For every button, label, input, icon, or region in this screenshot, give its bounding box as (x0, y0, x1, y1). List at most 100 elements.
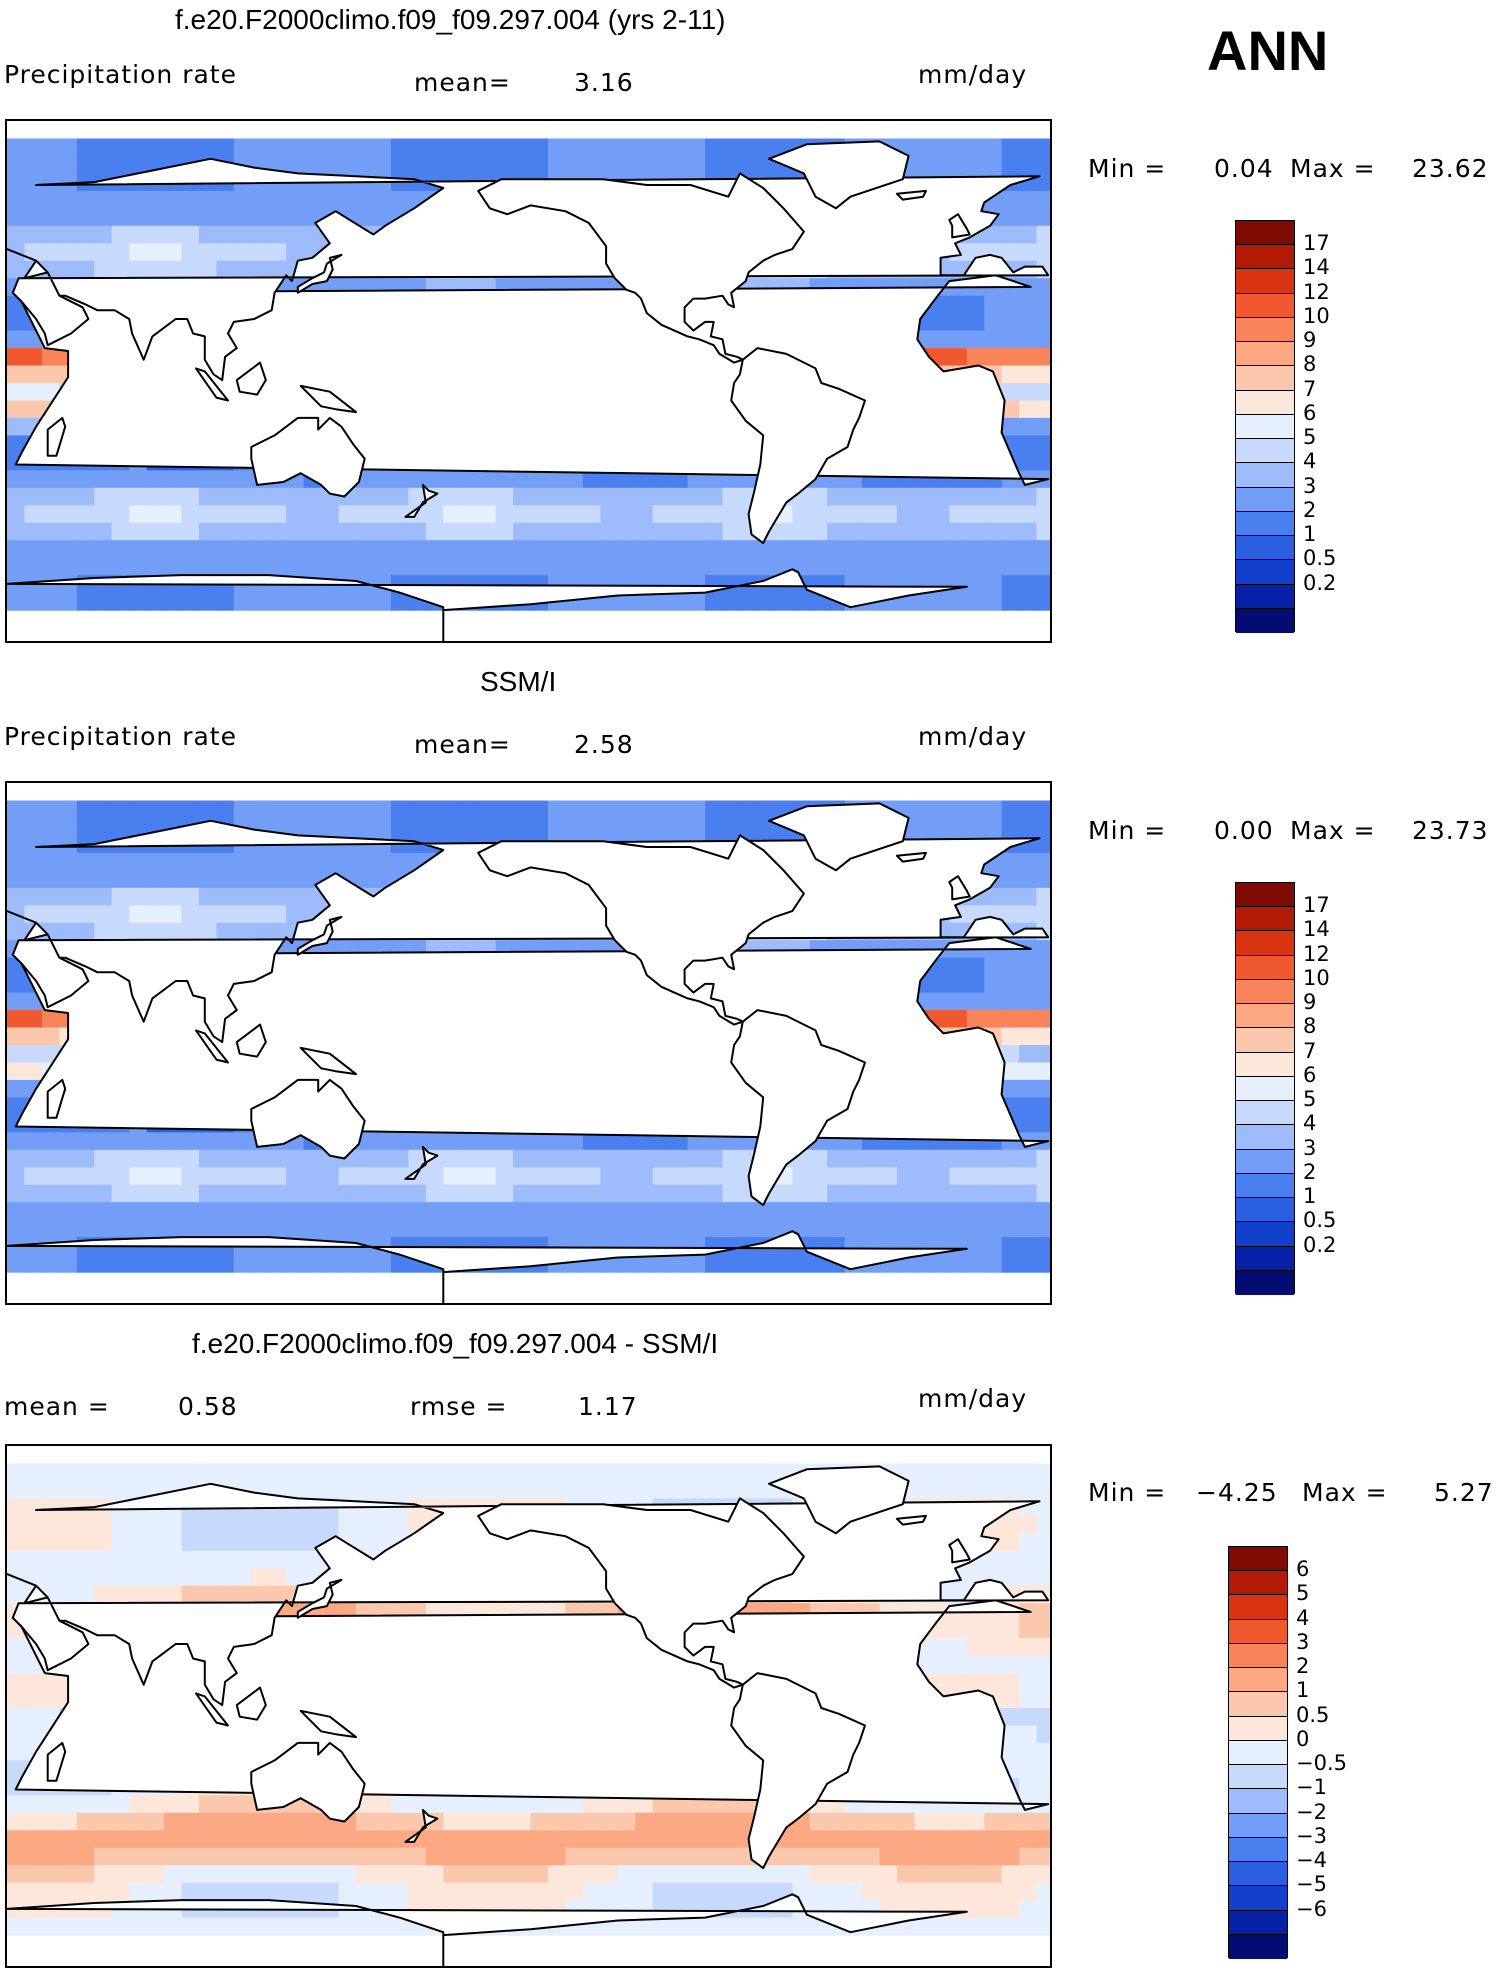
field-cell (24, 870, 43, 889)
field-cell (303, 138, 322, 157)
field-cell (251, 1184, 270, 1203)
field-cell (233, 1865, 252, 1884)
field-cell (408, 1480, 427, 1499)
field-cell (129, 260, 148, 279)
field-cell (1036, 575, 1050, 594)
field-cell (478, 487, 497, 506)
field-cell (705, 487, 724, 506)
field-cell (495, 1219, 514, 1238)
field-cell (1001, 1673, 1020, 1692)
field-cell (94, 1585, 113, 1604)
field-cell (356, 1830, 375, 1849)
field-cell (181, 1184, 200, 1203)
field-cell (373, 1812, 392, 1831)
field-cell (600, 470, 619, 489)
field-cell (757, 557, 776, 576)
field-cell (495, 1865, 514, 1884)
field-cell (76, 1830, 95, 1849)
field-cell (443, 1830, 462, 1849)
field-cell (268, 225, 287, 244)
field-cell (425, 557, 444, 576)
field-cell (408, 557, 427, 576)
field-cell (390, 138, 409, 157)
field-cell (198, 540, 217, 559)
field-cell (390, 1795, 409, 1814)
field-cell (111, 470, 130, 489)
field-cell (931, 817, 950, 836)
field-cell (94, 1812, 113, 1831)
field-cell (931, 330, 950, 349)
field-cell (1036, 1830, 1050, 1849)
field-cell (565, 557, 584, 576)
field-cell (1019, 887, 1038, 906)
field-cell (635, 1167, 654, 1186)
field-cell (705, 1865, 724, 1884)
field-cell (24, 138, 43, 157)
field-cell (164, 1830, 183, 1849)
field-cell (984, 1219, 1003, 1238)
field-cell (268, 1550, 287, 1569)
field-cell (495, 1167, 514, 1186)
field-cell (41, 1167, 60, 1186)
field-cell (24, 1010, 43, 1029)
field-cell (966, 330, 985, 349)
field-cell (966, 1202, 985, 1221)
field-cell (879, 1812, 898, 1831)
field-cell (1036, 173, 1050, 192)
field-cell (984, 1847, 1003, 1866)
field-cell (146, 592, 165, 611)
field-cell (513, 1184, 532, 1203)
colorbar-swatch (1236, 1052, 1294, 1077)
field-cell (24, 1149, 43, 1168)
field-cell (181, 1132, 200, 1151)
field-cell (1036, 190, 1050, 209)
field-cell (1036, 1742, 1050, 1761)
field-cell (268, 1167, 287, 1186)
field-cell (757, 1202, 776, 1221)
field-cell (24, 1708, 43, 1727)
field-cell (146, 1219, 165, 1238)
field-cell (164, 887, 183, 906)
field-cell (478, 1149, 497, 1168)
field-cell (966, 1812, 985, 1831)
field-cell (233, 1254, 252, 1273)
field-cell (251, 208, 270, 227)
field-cell (914, 1167, 933, 1186)
field-cell (1001, 1812, 1020, 1831)
field-cell (966, 1830, 985, 1849)
field-cell (41, 243, 60, 262)
field-cell (41, 1865, 60, 1884)
field-cell (111, 905, 130, 924)
field-cell (931, 1010, 950, 1029)
field-cell (443, 522, 462, 541)
field-cell (827, 1219, 846, 1238)
field-cell (617, 522, 636, 541)
field-cell (1001, 1480, 1020, 1499)
field-cell (460, 505, 479, 524)
field-cell (931, 800, 950, 819)
field-cell (356, 592, 375, 611)
field-cell (425, 1795, 444, 1814)
field-cell (722, 1184, 741, 1203)
field-cell (338, 557, 357, 576)
field-cell (164, 1533, 183, 1552)
field-cell (966, 1917, 985, 1936)
field-cell (233, 1184, 252, 1203)
field-cell (652, 487, 671, 506)
field-cell (513, 557, 532, 576)
field-cell (129, 1585, 148, 1604)
field-cell (966, 557, 985, 576)
landmass-samerica (730, 1672, 866, 1870)
field-cell (268, 1917, 287, 1936)
field-cell (59, 1917, 78, 1936)
field-cell (495, 487, 514, 506)
field-cell (914, 1847, 933, 1866)
field-cell (425, 1202, 444, 1221)
field-cell (408, 1202, 427, 1221)
field-cell (548, 1463, 567, 1482)
field-cell (7, 383, 26, 402)
field-cell (705, 1882, 724, 1901)
field-cell (478, 522, 497, 541)
field-cell (792, 1167, 811, 1186)
field-cell (146, 260, 165, 279)
